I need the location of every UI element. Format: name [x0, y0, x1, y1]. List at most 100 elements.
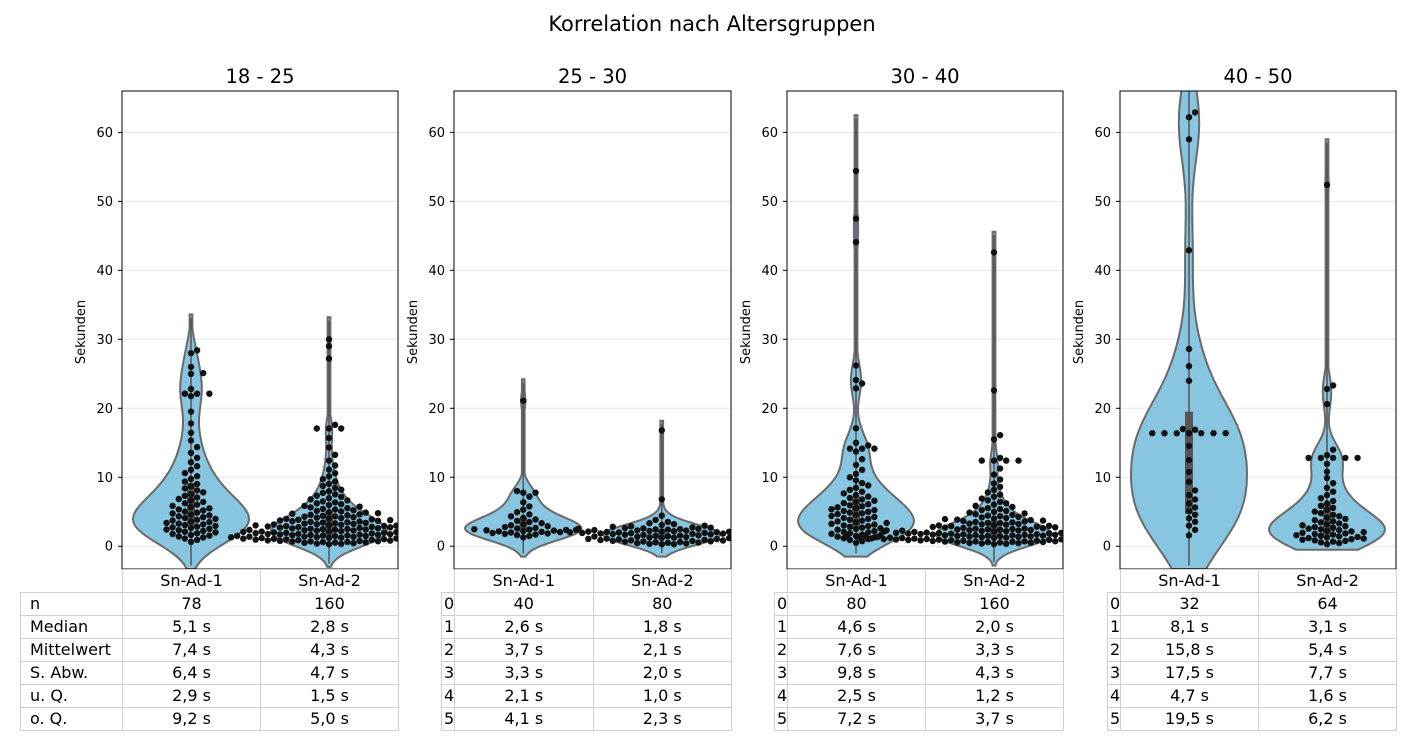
table-cell: 7,4 s — [122, 638, 261, 662]
data-point — [338, 521, 345, 528]
data-point — [331, 513, 339, 520]
data-point — [405, 528, 411, 534]
y-tick-label: 60 — [1094, 126, 1111, 141]
data-point — [368, 536, 375, 543]
data-point — [1323, 527, 1331, 534]
data-point — [252, 522, 259, 529]
table-row: 0 32 64 — [1107, 592, 1397, 616]
data-point — [858, 479, 866, 487]
data-point — [1305, 534, 1312, 542]
data-point — [707, 538, 714, 545]
data-point — [621, 524, 629, 532]
table-cell: 1,0 s — [592, 684, 732, 708]
data-point — [387, 516, 394, 524]
data-point — [695, 532, 702, 539]
data-point — [996, 533, 1004, 540]
subplot-4: 0 10 20 30 40 50 60 Sekunden 40 - 50 — [1072, 65, 1397, 570]
data-point — [840, 507, 847, 515]
data-point — [899, 534, 906, 542]
subplot-2: 0 10 20 30 40 50 60 Sekunden 25 - 30 — [406, 65, 732, 570]
data-point — [1329, 454, 1337, 462]
data-point — [1021, 510, 1028, 517]
data-point — [163, 519, 170, 527]
data-point — [640, 531, 647, 539]
data-point — [344, 497, 351, 504]
data-point — [676, 525, 684, 533]
data-point — [646, 540, 653, 547]
data-point — [374, 538, 382, 545]
data-point — [258, 534, 265, 542]
table-cell: 7,2 s — [787, 707, 926, 731]
data-point — [984, 532, 992, 539]
y-tick-label: 60 — [761, 126, 778, 141]
data-point — [200, 534, 207, 541]
row-label: Median — [20, 615, 123, 639]
data-point — [169, 524, 176, 531]
data-point — [585, 528, 592, 535]
data-point — [283, 523, 290, 530]
table-corner — [1108, 570, 1121, 593]
data-point — [1317, 519, 1325, 526]
data-point — [187, 449, 195, 456]
data-point — [1210, 430, 1217, 437]
data-point — [984, 504, 992, 512]
table-cell: 7,6 s — [787, 638, 926, 662]
data-point — [664, 539, 672, 546]
row-label: 5 — [1107, 707, 1121, 731]
table-cell: 2,0 s — [592, 661, 732, 685]
data-point — [1185, 430, 1193, 437]
data-point — [858, 488, 866, 495]
row-label: 2 — [774, 638, 788, 662]
data-point — [344, 512, 351, 519]
data-point — [1003, 500, 1010, 507]
subplot-title: 18 - 25 — [225, 65, 294, 88]
subplot-title: 30 - 40 — [890, 65, 959, 88]
data-point — [193, 454, 201, 461]
data-point — [169, 530, 176, 538]
data-point — [513, 531, 521, 539]
data-point — [566, 529, 574, 536]
data-point — [1329, 382, 1337, 389]
data-point — [227, 534, 235, 541]
data-point — [520, 506, 527, 513]
data-point — [990, 501, 998, 508]
data-point — [1185, 442, 1193, 449]
data-point — [1342, 515, 1349, 523]
data-point — [1083, 535, 1089, 541]
data-point — [270, 521, 278, 528]
table-cell: 8,1 s — [1120, 615, 1259, 639]
data-point — [960, 524, 967, 532]
data-point — [1077, 537, 1083, 543]
data-point — [713, 529, 720, 536]
data-point — [858, 445, 866, 452]
data-point — [258, 528, 265, 535]
data-point — [331, 499, 339, 506]
data-point — [212, 529, 219, 536]
data-point — [538, 528, 545, 535]
table-corner — [442, 570, 455, 593]
data-point — [996, 454, 1004, 462]
plot-area — [464, 378, 731, 558]
data-point — [193, 494, 201, 501]
data-point — [344, 538, 351, 546]
data-point — [325, 501, 333, 509]
data-point — [960, 517, 967, 525]
data-point — [307, 531, 314, 539]
data-point — [846, 474, 854, 481]
data-point — [966, 533, 973, 540]
data-point — [187, 385, 195, 393]
data-point — [338, 514, 345, 522]
data-point — [206, 532, 213, 539]
data-point — [344, 525, 351, 533]
data-point — [990, 457, 998, 464]
data-point — [1191, 511, 1199, 518]
table-cell: 2,5 s — [787, 684, 926, 708]
data-point — [1052, 531, 1059, 538]
data-point — [609, 530, 616, 538]
data-point — [1191, 426, 1199, 433]
y-tick-label: 40 — [1094, 264, 1111, 279]
table-row: 3 3,3 s 2,0 s — [441, 661, 732, 685]
data-point — [1299, 529, 1306, 536]
data-point — [1070, 536, 1076, 542]
data-point — [200, 498, 207, 506]
